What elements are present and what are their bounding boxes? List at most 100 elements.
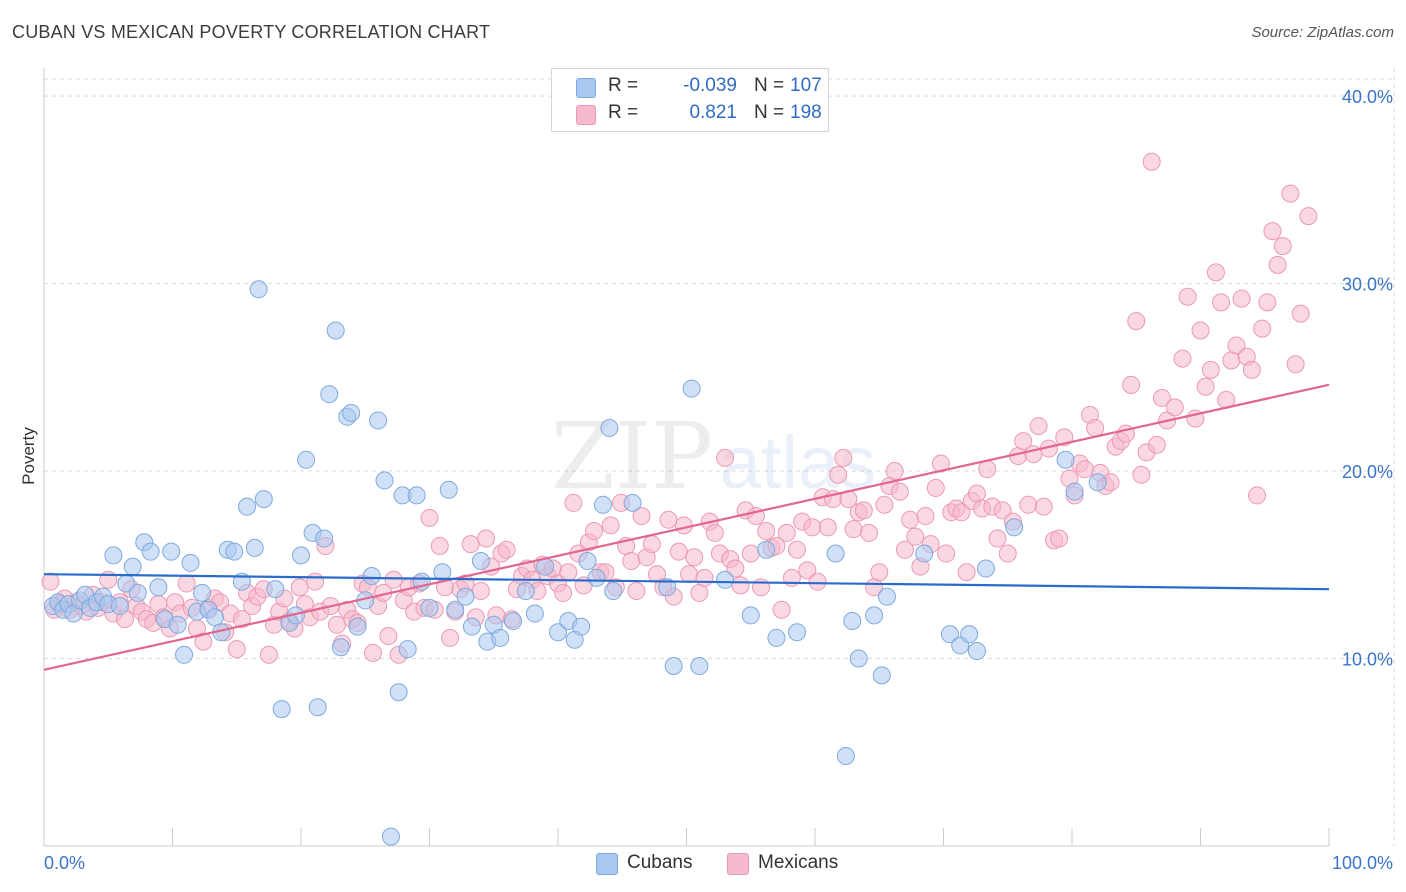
mexicans-point: [705, 523, 724, 542]
mexicans-point: [327, 615, 346, 634]
legend-label: Mexicans: [758, 852, 839, 873]
cubans-point: [572, 617, 591, 636]
cubans-points: [43, 280, 1107, 846]
mexicans-point: [477, 529, 496, 548]
cubans-point: [549, 623, 567, 642]
cubans-point: [381, 827, 400, 846]
cubans-point: [623, 493, 642, 512]
cubans-point: [369, 411, 388, 430]
mexicans-point: [584, 522, 603, 541]
mexicans-point: [627, 582, 646, 601]
cubans-point: [1088, 473, 1107, 492]
mexicans-point: [41, 572, 60, 591]
cubans-point: [462, 617, 481, 636]
mexicans-point: [1273, 237, 1292, 256]
r-label: R =: [608, 102, 639, 123]
cubans-point: [168, 615, 187, 634]
mexicans-point: [818, 518, 837, 537]
mexicans-point: [642, 535, 661, 554]
y-tick-label: 20.0%: [1342, 462, 1393, 482]
mexicans-point: [471, 582, 490, 601]
mexicans-point: [788, 540, 807, 559]
mexicans-point: [716, 448, 735, 467]
cubans-point: [245, 538, 264, 557]
mexicans-point: [1196, 377, 1215, 396]
cubans-point: [149, 578, 168, 597]
mexicans-point: [554, 583, 573, 602]
mexicans-point: [290, 578, 309, 597]
mexicans-swatch: [576, 105, 596, 125]
mexicans-point: [1232, 289, 1251, 308]
cubans-point: [249, 280, 268, 299]
watermark-zip: ZIP: [551, 403, 713, 510]
mexicans-point: [632, 507, 651, 526]
mexicans-point: [227, 640, 246, 659]
mexicans-point: [259, 645, 278, 664]
mexicans-point: [741, 544, 760, 563]
mexicans-point: [1086, 418, 1105, 437]
y-axis-label: Poverty: [19, 427, 38, 485]
cubans-point: [315, 529, 334, 548]
cubans-point: [308, 698, 327, 717]
cubans-point: [181, 553, 200, 572]
mexicans-point: [601, 516, 620, 535]
x-tick-label-min: 0.0%: [44, 853, 85, 873]
mexicans-point: [859, 523, 878, 542]
cubans-point: [940, 625, 959, 644]
cubans-point: [420, 598, 439, 617]
mexicans-point: [885, 462, 904, 481]
mexicans-point: [659, 510, 678, 529]
cubans-point: [587, 568, 606, 587]
cubans-point: [578, 552, 597, 571]
r-label: R =: [608, 75, 639, 96]
cubans-point: [141, 542, 160, 561]
cubans-point: [741, 606, 760, 625]
mexicans-point: [461, 535, 480, 554]
source-label: Source: ZipAtlas.com: [1251, 24, 1394, 41]
mexicans-point: [844, 520, 863, 539]
cubans-point: [104, 546, 123, 565]
mexicans-point: [916, 507, 935, 526]
mexicans-point: [680, 565, 699, 584]
n-value: 198: [790, 102, 822, 123]
cubans-point: [865, 606, 884, 625]
mexicans-point: [1212, 293, 1231, 312]
mexicans-point: [384, 570, 403, 589]
mexicans-point: [1281, 184, 1300, 203]
mexicans-point: [1019, 495, 1038, 514]
mexicans-point: [622, 552, 641, 571]
mexicans-point: [441, 628, 460, 647]
cubans-point: [123, 557, 142, 576]
cubans-point: [362, 567, 381, 586]
cubans-point: [872, 666, 891, 685]
mexicans-legend-swatch: [727, 853, 749, 875]
cubans-point: [658, 578, 677, 597]
y-tick-label: 30.0%: [1342, 275, 1393, 295]
cubans-point: [525, 604, 544, 623]
cubans-point: [504, 612, 523, 631]
y-tick-label: 10.0%: [1342, 650, 1393, 670]
mexicans-point: [757, 522, 776, 541]
mexicans-point: [772, 600, 791, 619]
cubans-point: [292, 546, 310, 565]
mexicans-point: [808, 572, 827, 591]
cubans-point: [439, 480, 458, 499]
r-value: 0.821: [689, 102, 737, 123]
cubans-point: [1065, 482, 1084, 501]
mexicans-point: [1201, 360, 1220, 379]
cubans-point: [593, 495, 612, 514]
cubans-point: [272, 700, 291, 719]
mexicans-point: [829, 465, 848, 484]
mexicans-point: [1178, 287, 1197, 306]
cubans-point: [716, 570, 735, 589]
mexicans-point: [232, 610, 251, 629]
mexicans-point: [430, 537, 449, 556]
cubans-point: [398, 640, 417, 659]
cubans-point: [456, 587, 475, 606]
y-tick-label: 40.0%: [1342, 87, 1393, 107]
chart-title: CUBAN VS MEXICAN POVERTY CORRELATION CHA…: [12, 22, 491, 42]
mexicans-point: [890, 482, 909, 501]
cubans-point: [604, 582, 623, 601]
mexicans-point: [1291, 304, 1310, 323]
mexicans-point: [1263, 222, 1282, 241]
